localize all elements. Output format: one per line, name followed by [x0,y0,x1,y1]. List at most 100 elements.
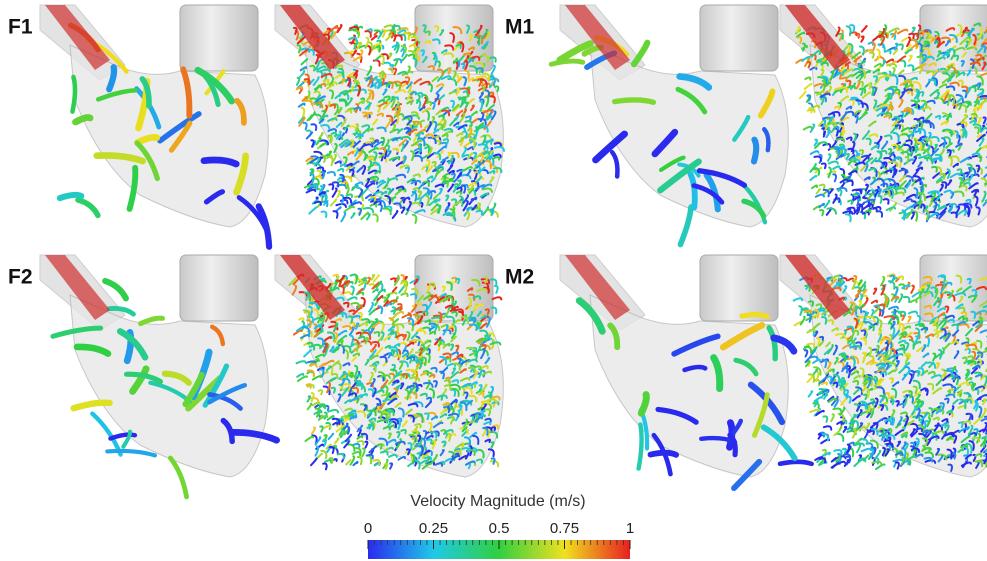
vortex [299,104,305,107]
vortex [754,140,756,162]
vortex [351,275,357,278]
rendering [40,5,269,247]
vortex [329,434,334,439]
figure: F1 M1 F2 M2 Velocity Magnitude (m/s) 00.… [0,0,987,561]
vortex [366,455,371,463]
vortex [364,208,373,212]
vortex [307,132,312,138]
vortex [887,59,893,62]
vortex [909,56,912,61]
vortex [819,434,821,439]
vortex [884,199,889,204]
vortex [808,62,811,67]
vortex [909,311,917,313]
vortex [402,207,405,212]
vortex [832,463,840,467]
vortex [334,275,339,279]
vortex [78,200,98,215]
vortex [389,54,392,58]
vortex [301,335,309,338]
vortex [259,206,269,246]
vortex [404,286,406,293]
vortex [409,55,414,58]
vortex [870,53,874,58]
vortex [822,163,826,168]
vortex [365,31,370,37]
vortex [874,308,879,313]
vortex [882,61,885,66]
vortex [375,201,381,204]
vortex [309,112,314,120]
vortex [391,278,396,281]
vortex [301,108,304,117]
vortex [814,369,817,373]
vortex [395,59,397,65]
vortex [799,306,802,315]
vortex [319,390,322,394]
vortex [831,414,834,421]
rendering [780,5,987,227]
vortex [911,286,914,293]
vortex [814,156,821,161]
vortex [341,212,345,221]
vortex [333,211,337,218]
vortex [794,298,803,300]
vortex [372,36,377,40]
rendering [275,255,503,477]
vortex [780,462,812,464]
vortex [341,164,346,166]
vortex [846,214,851,221]
vortex [311,458,317,465]
vortex [876,451,880,458]
vortex [393,211,398,218]
vortex [374,60,380,65]
vortex [309,207,316,213]
rendering [560,255,812,488]
vortex [912,213,914,219]
vortex [824,426,831,429]
vortex [369,303,373,312]
vortex [805,84,812,89]
renderings [40,5,987,497]
vortex [911,300,917,302]
vortex [849,171,856,174]
vortex [493,297,502,299]
colorbar-title: Velocity Magnitude (m/s) [410,493,585,510]
vortex [303,123,306,130]
vortex [898,30,907,34]
vortex [72,77,75,112]
vortex [878,196,881,203]
vortex [401,282,406,284]
vortex [373,289,378,292]
vortex [307,396,310,401]
vortex [304,350,311,356]
vortex [899,44,903,49]
vortex [685,367,706,370]
rendering [551,5,788,245]
vortex [308,404,312,410]
vortex [311,140,313,146]
vortex [298,376,307,381]
vortex [894,50,898,54]
vortex [804,127,812,130]
vortex [809,391,813,396]
vortex [413,215,417,223]
vortex [141,318,163,323]
panel-label: F2 [8,266,33,289]
vortex [817,189,820,193]
vortex [60,195,81,198]
vortex [358,457,362,464]
vortex [813,360,820,363]
tick-label: 0 [364,520,372,537]
vortex [351,287,354,295]
vortex [411,294,416,298]
vortex [348,297,356,300]
vortex [329,184,333,189]
vortex [330,447,334,453]
vortex [862,26,867,32]
vortex [409,34,414,36]
vortex [398,457,404,460]
vortex [331,199,336,205]
panel-label: F1 [8,16,33,39]
vortex [837,434,844,441]
